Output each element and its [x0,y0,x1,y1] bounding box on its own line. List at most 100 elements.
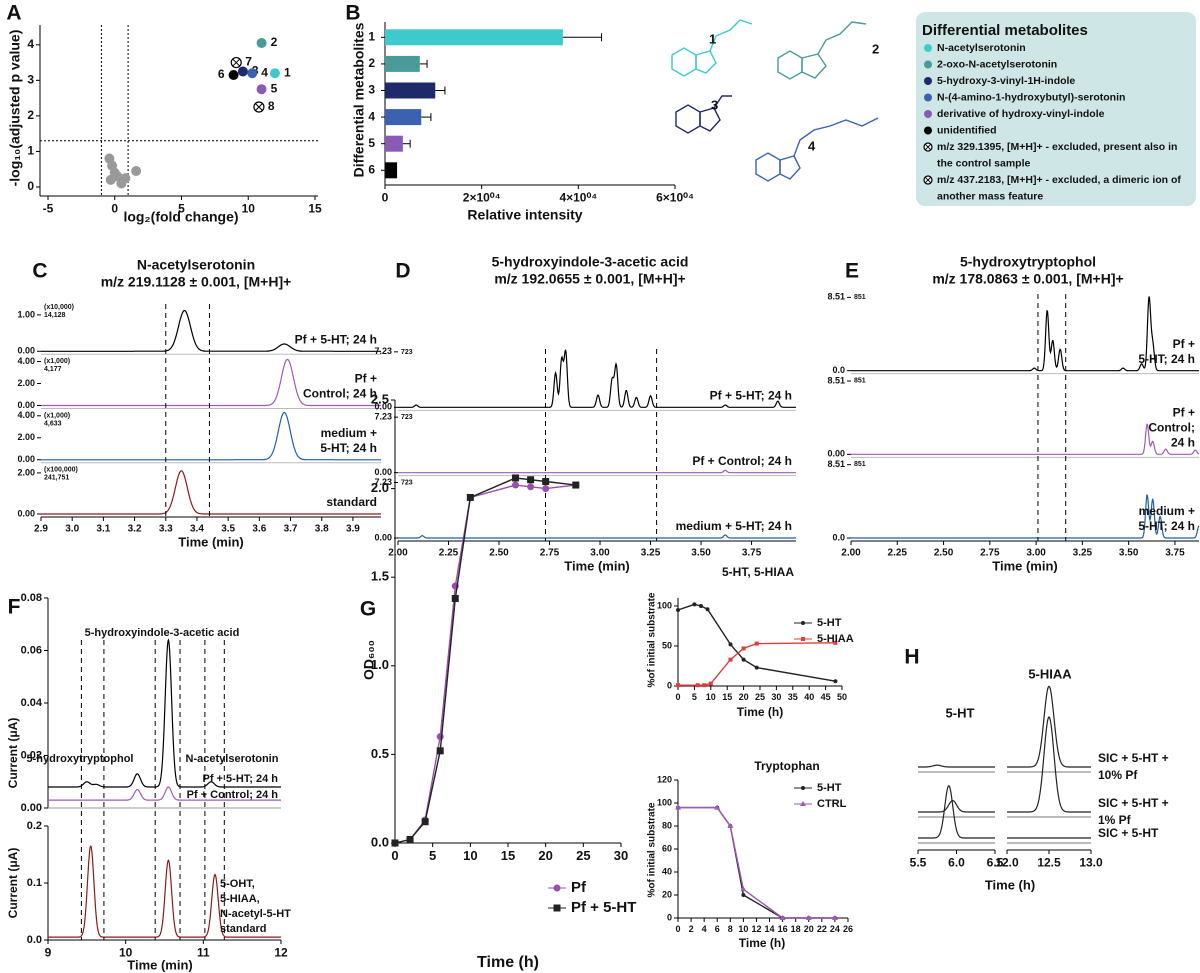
y-tick-label: 120 [657,774,672,784]
bar [385,55,420,72]
marker [800,801,806,806]
x-tick-label: -5 [43,201,54,215]
x-tick-label: 5 [692,692,697,702]
trace [48,786,281,801]
point [247,68,258,79]
ring [675,104,701,134]
y-tick-label: 0.00 [17,346,35,356]
marker [512,474,520,482]
y-tick-label: 50 [662,640,672,650]
ring [699,107,721,132]
y-axis-label: OD₆₀₀ [361,640,377,680]
x-tick-label: 3.00 [1026,548,1046,559]
trace-label: 24 h [1171,436,1195,450]
annotation: 5-hydroxytryptophol [27,753,134,765]
legend-text: N-(4-amino-1-hydroxybutyl)-serotonin [937,91,1125,103]
scale-note: 14,128 [44,312,66,319]
point [105,174,116,185]
trace-label: 5-HIAA, [220,893,260,905]
structure-label: 2 [872,41,879,56]
y-tick-label: 2 [368,56,375,70]
legend-text: m/z 329.1395, [M+H]+ - excluded, present… [937,141,1177,153]
trace-label: SIC + 5-HT + [1098,751,1169,765]
marker [705,607,710,612]
y-tick-label: 0.00 [17,454,35,464]
y-tick-label: 2.00 [17,432,35,442]
point-label: 7 [245,55,252,69]
chain [713,95,732,109]
y-tick-label: 0 [667,912,672,922]
y-axis-label: Current (μA) [6,718,20,789]
trace-label: 5-HT; 24 h [1138,519,1195,533]
y-tick-label: 0.00 [374,402,392,412]
trace [918,764,995,768]
x-tick-label: 0 [391,848,398,863]
trace-label: SIC + 5-HT + [1098,796,1169,810]
marker [698,604,703,608]
trace [1007,716,1091,813]
y-axis-label: -log₁₀(adjusted p value) [7,30,23,187]
marker [779,915,786,920]
legend-marker [924,110,932,118]
structure-2 [777,21,867,80]
legend-marker [924,93,932,102]
series-line [678,642,836,686]
y-axis-label: %of initial substrate [647,592,658,687]
bar [385,162,398,179]
x-tick-label: 14 [765,924,775,934]
y-tick-label: 8.51 [827,292,845,302]
x-axis-label: Time (h) [985,877,1035,892]
marker [676,683,680,688]
legend-marker [924,60,932,69]
x-tick-label: 2.25 [439,548,459,559]
x-tick-label: 2.00 [388,548,408,559]
trace [851,493,1200,539]
structure-4 [755,117,879,182]
marker [553,884,561,892]
y-tick-label: 4.00 [17,410,35,420]
x-tick-label: 3.25 [1073,548,1093,559]
x-tick-label: 25 [576,848,590,863]
y-tick-label: 0.00 [21,802,42,814]
panel-subtitle: m/z 192.0655 ± 0.001, [M+H]+ [494,271,685,287]
x-axis-label: Relative intensity [467,207,582,223]
x-tick-label: 10 [706,692,716,702]
marker [406,835,414,843]
panel-title: N-acetylserotonin [137,257,255,273]
x-tick-label: 20 [804,924,814,934]
trace [398,534,796,539]
trace [48,845,281,938]
y-tick-label: 0.1 [27,877,42,889]
bar [385,109,422,126]
x-tick-label: 8 [728,924,733,934]
scale-note: 723 [401,480,413,487]
ring [777,50,803,80]
x-tick-label: 2.75 [540,548,560,559]
trace-label: Pf + Control; 24 h [187,789,279,801]
x-tick-label: 12.5 [1037,855,1061,869]
trace [48,638,281,788]
marker [553,904,561,912]
x-tick-label: 6×10⁰⁴ [656,190,694,204]
panel-letter: H [904,646,919,669]
x-tick-label: 3.50 [1119,548,1139,559]
x-tick-label: 3.0 [65,524,79,535]
trace-label: 5-OHT, [220,878,255,890]
marker [512,481,520,489]
x-axis-label: Time (min) [178,534,244,549]
trace-label: N-acetyl-5-HT [220,908,291,920]
legend-text: 5-hydroxy-3-vinyl-1H-indole [937,75,1075,87]
segment-label: 5-HT [946,705,975,720]
y-tick-label: 4 [27,37,34,51]
y-tick-label: 0.00 [17,400,35,410]
legend-text: another mass feature [937,190,1043,202]
point-label: 2 [271,35,278,49]
marker [451,594,459,602]
annotation: N-acetylserotonin [186,753,279,765]
series-line [678,806,835,919]
y-tick-label: 2.00 [17,378,35,388]
marker-cross [924,176,932,184]
trace-label: medium + [1139,504,1195,518]
x-tick-label: 3.5 [221,524,235,535]
scale-note: 851 [854,461,866,468]
